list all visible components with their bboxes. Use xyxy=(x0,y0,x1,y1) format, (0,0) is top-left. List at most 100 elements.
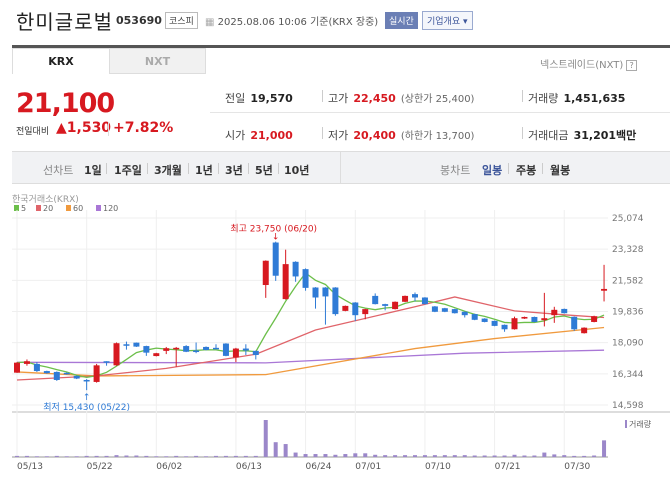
period-10y[interactable]: 10년 xyxy=(284,164,310,177)
candle-body xyxy=(262,260,269,286)
candle-body xyxy=(33,363,40,372)
arrow-up-icon: ↑ xyxy=(83,393,91,403)
volume-bar xyxy=(482,455,487,457)
legend-swatch-ma20 xyxy=(36,205,41,211)
y-tick-label: 14,598 xyxy=(612,401,644,411)
period-3m[interactable]: 3개월 xyxy=(154,164,182,177)
candle xyxy=(222,343,229,357)
period-daily[interactable]: 일봉 xyxy=(482,164,503,177)
y-tick-label: 18,090 xyxy=(612,339,644,349)
candle-body xyxy=(213,347,219,350)
candle xyxy=(33,362,40,372)
tab-krx[interactable]: KRX xyxy=(12,48,109,74)
candle-body xyxy=(302,269,309,288)
realtime-button[interactable]: 실시간 xyxy=(385,12,418,29)
current-price: 21,100 xyxy=(16,88,115,119)
period-5y[interactable]: 5년 xyxy=(255,164,273,177)
candle-body xyxy=(332,287,339,315)
candle xyxy=(501,324,508,332)
candle xyxy=(591,315,598,323)
price-change: ▲1,530 xyxy=(56,120,112,136)
legend-ma60: 60 xyxy=(73,204,83,213)
period-weekly[interactable]: 주봉 xyxy=(516,164,537,177)
volume-bar xyxy=(333,454,338,457)
help-icon[interactable]: ? xyxy=(626,60,637,71)
company-info-dropdown[interactable]: 기업개요 ▾ xyxy=(422,11,473,30)
volume-bar xyxy=(572,455,577,457)
period-1w[interactable]: 1주일 xyxy=(114,164,142,177)
open-value: 21,000 xyxy=(250,129,293,142)
prev-close: 전일 19,570 xyxy=(225,87,293,106)
stock-name: 한미글로벌 xyxy=(16,10,113,34)
volume-bar xyxy=(532,455,537,457)
candle xyxy=(362,308,369,320)
candle xyxy=(332,287,339,316)
candle-body xyxy=(501,324,508,330)
candle-body xyxy=(342,305,349,311)
x-tick-label: 06/02 xyxy=(156,462,182,472)
period-1d[interactable]: 1일 xyxy=(84,164,102,177)
period-3y[interactable]: 3년 xyxy=(225,164,243,177)
chart-source: 한국거래소(KRX) xyxy=(12,194,79,205)
legend-ma5: 5 xyxy=(21,204,26,213)
period-monthly[interactable]: 월봉 xyxy=(550,164,571,177)
candle xyxy=(491,320,498,327)
divider xyxy=(522,127,523,139)
legend-swatch-ma120 xyxy=(96,205,101,211)
candle xyxy=(322,287,329,325)
low-value: 20,400 xyxy=(353,129,396,142)
candle-body xyxy=(133,342,140,347)
candle xyxy=(392,301,399,310)
divider xyxy=(147,163,148,174)
nxt-link-text: 넥스트레이드(NXT) xyxy=(540,60,624,71)
volume: 거래량 1,451,635 xyxy=(528,87,625,106)
legend-swatch-ma60 xyxy=(66,205,71,211)
candle-body xyxy=(292,261,299,277)
candle xyxy=(402,295,409,303)
candle-body xyxy=(43,371,50,374)
candle xyxy=(511,316,518,330)
volume-bar xyxy=(174,455,179,457)
candle xyxy=(213,344,219,350)
volume-bar xyxy=(522,455,527,457)
min-price-annotation: 최저 15,430 (05/22) xyxy=(43,402,130,413)
candle-body xyxy=(83,379,90,382)
volume-bar xyxy=(373,454,378,457)
volume-value: 1,451,635 xyxy=(563,92,626,105)
legend-ma120: 120 xyxy=(103,204,118,213)
upper-limit: (상한가 25,400) xyxy=(400,94,475,105)
candle-body xyxy=(272,242,279,276)
calendar-icon: ▦ xyxy=(205,17,218,28)
day-high: 고가 22,450 (상한가 25,400) xyxy=(328,87,474,106)
volume-label: 거래량 xyxy=(528,92,559,105)
candle xyxy=(183,345,190,353)
legend-swatch-ma5 xyxy=(14,205,19,211)
volume-bar xyxy=(114,455,119,457)
candle-body xyxy=(541,318,548,321)
y-tick-label: 21,582 xyxy=(612,276,644,286)
candle xyxy=(471,313,478,321)
volume-bar xyxy=(134,455,139,457)
nxt-link[interactable]: 넥스트레이드(NXT) ? xyxy=(540,56,637,71)
prev-label: 전일 xyxy=(225,92,246,105)
candle-body xyxy=(581,327,588,334)
candle xyxy=(113,342,120,366)
divider xyxy=(210,112,670,113)
candle-body xyxy=(561,308,568,314)
candle xyxy=(193,342,200,354)
candle xyxy=(541,292,548,327)
candle xyxy=(531,316,538,323)
candle-body xyxy=(531,316,538,322)
divider xyxy=(188,163,189,174)
volume-bar xyxy=(233,455,238,457)
candle xyxy=(421,297,428,305)
price-chart[interactable]: 한국거래소(KRX) 5 20 60 120 25,074 23,328 21,58… xyxy=(0,190,670,488)
candle-body xyxy=(73,375,80,379)
tab-nxt[interactable]: NXT xyxy=(109,48,206,74)
candle-body xyxy=(601,288,608,291)
candle-chart-label: 봉차트 xyxy=(440,164,471,177)
period-1y[interactable]: 1년 xyxy=(195,164,213,177)
candle-body xyxy=(232,348,239,358)
x-tick-label: 07/21 xyxy=(495,462,521,472)
candle-body xyxy=(441,308,448,312)
